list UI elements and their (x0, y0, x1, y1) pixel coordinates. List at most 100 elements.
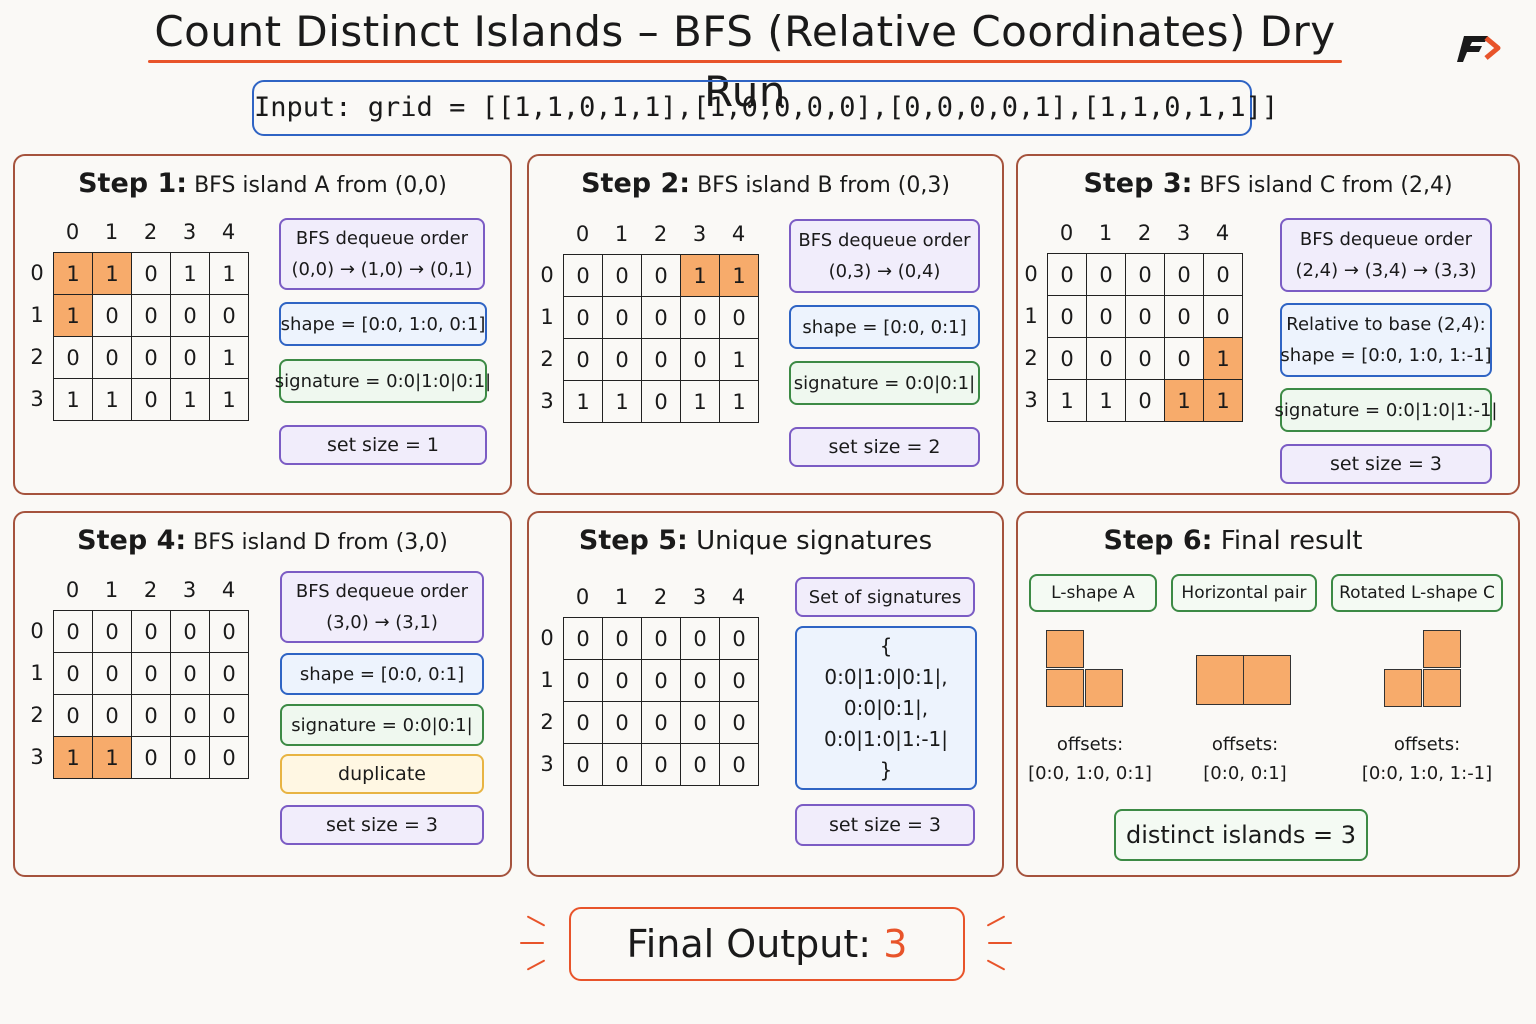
grid-cell: 0 (1165, 338, 1204, 380)
step-6-title: Step 6: Final result (948, 521, 1518, 561)
grid-cell: 0 (54, 337, 93, 379)
grid-cell: 1 (54, 295, 93, 337)
final-output-label: Final Output: (626, 922, 872, 966)
step-3-label: Step 3: (1083, 168, 1193, 199)
page-title: Count Distinct Islands – BFS (Relative C… (154, 7, 1336, 116)
row-header: 3 (540, 752, 554, 776)
grid-cell: 0 (171, 653, 210, 695)
shape-a-cell (1085, 669, 1123, 707)
burst-ray (526, 959, 546, 971)
input-grid-box: Input: grid = [[1,1,0,1,1],[1,0,0,0,0],[… (252, 80, 1278, 136)
grid-cell: 0 (132, 653, 171, 695)
column-header: 0 (575, 585, 590, 609)
shape-a-cell (1046, 630, 1084, 668)
grid-cell: 1 (681, 255, 720, 297)
grid-cell: 0 (54, 611, 93, 653)
shape-label-a: L-shape A (1029, 574, 1157, 612)
column-header: 0 (1059, 221, 1074, 245)
offsets-a: offsets: [0:0, 1:0, 0:1] (1022, 730, 1158, 788)
step-4-set-size-box: set size = 3 (280, 805, 484, 845)
grid-cell: 0 (93, 611, 132, 653)
column-header: 3 (182, 220, 197, 244)
dequeue-title: BFS dequeue order (1299, 229, 1473, 250)
grid-cell: 0 (171, 611, 210, 653)
row-header: 2 (30, 703, 44, 727)
grid-cell: 0 (1087, 296, 1126, 338)
grid-cell: 1 (210, 337, 249, 379)
grid-cell: 0 (564, 255, 603, 297)
grid-cell: 0 (603, 255, 642, 297)
grid-cell: 0 (210, 295, 249, 337)
grid-cell: 1 (171, 379, 210, 421)
grid-cell: 1 (1165, 380, 1204, 422)
grid-cell: 0 (93, 695, 132, 737)
column-header: 2 (653, 585, 668, 609)
grid-cell: 0 (603, 297, 642, 339)
burst-ray (526, 915, 546, 927)
burst-ray (986, 959, 1006, 971)
dequeue-title: BFS dequeue order (798, 230, 971, 251)
grid-cell: 0 (93, 337, 132, 379)
offsets-label: offsets: (1393, 734, 1461, 755)
grid-cell: 1 (54, 379, 93, 421)
grid-cell: 0 (210, 737, 249, 779)
relative-base-label: Relative to base (2,4): (1286, 314, 1486, 335)
shape-a-cell (1046, 669, 1084, 707)
grid-cell: 0 (54, 653, 93, 695)
grid-cell: 0 (1087, 254, 1126, 296)
grid-cell: 0 (132, 611, 171, 653)
burst-ray (520, 942, 544, 944)
grid-cell: 1 (720, 381, 759, 423)
column-header: 1 (614, 222, 629, 246)
shape-label-c: Rotated L-shape C (1331, 574, 1503, 612)
row-header: 1 (540, 305, 554, 329)
row-header: 2 (540, 710, 554, 734)
column-header: 3 (182, 578, 197, 602)
shape-c-cell (1423, 630, 1461, 668)
step-2-dequeue-box: BFS dequeue order (0,3) → (0,4) (789, 219, 980, 293)
dequeue-title: BFS dequeue order (295, 581, 469, 602)
offsets-label: offsets: (1211, 734, 1279, 755)
step-6-panel: Step 6: Final result L-shape A Horizonta… (1016, 511, 1520, 877)
row-header: 0 (1024, 262, 1038, 286)
grid-cell: 0 (642, 255, 681, 297)
step-1-signature-box: signature = 0:0|1:0|0:1| (275, 359, 491, 403)
shape-c-cell (1423, 669, 1461, 707)
grid-cell: 0 (603, 618, 642, 660)
offsets-c: offsets: [0:0, 1:0, 1:-1] (1348, 730, 1506, 788)
grid-cell: 0 (1204, 296, 1243, 338)
step-3-signature-box: signature = 0:0|1:0|1:-1| (1275, 388, 1497, 432)
grid-cell: 0 (603, 744, 642, 786)
offsets-value: [0:0, 0:1] (1203, 763, 1287, 784)
grid-cell: 0 (681, 618, 720, 660)
grid-cell: 1 (720, 339, 759, 381)
row-header: 1 (540, 668, 554, 692)
grid-cell: 0 (1204, 254, 1243, 296)
grid-cell: 1 (1204, 380, 1243, 422)
grid-cell: 1 (1087, 380, 1126, 422)
row-header: 0 (540, 626, 554, 650)
grid-cell: 0 (681, 339, 720, 381)
grid-cell: 1 (54, 737, 93, 779)
grid-cell: 0 (1126, 338, 1165, 380)
step-5-set-title-box: Set of signatures (795, 577, 975, 617)
grid-cell: 0 (132, 253, 171, 295)
grid-cell: 0 (681, 297, 720, 339)
grid-cell: 0 (132, 737, 171, 779)
grid-cell: 1 (93, 379, 132, 421)
grid-cell: 0 (1048, 296, 1087, 338)
grid-cell: 0 (1126, 296, 1165, 338)
grid-cell: 1 (93, 253, 132, 295)
grid-cell: 0 (1126, 254, 1165, 296)
step-1-title: Step 1: BFS island A from (0,0) (15, 164, 510, 206)
grid-cell: 1 (603, 381, 642, 423)
grid-cell: 0 (210, 695, 249, 737)
grid-cell: 0 (564, 702, 603, 744)
title-underline (148, 60, 1342, 63)
grid-cell: 0 (720, 702, 759, 744)
distinct-islands-result: distinct islands = 3 (1114, 809, 1368, 861)
grid-cell: 0 (54, 695, 93, 737)
shape-b-cell (1196, 655, 1244, 705)
step-3-relative-shape-box: Relative to base (2,4): shape = [0:0, 1:… (1280, 303, 1492, 377)
step-2-title: Step 2: BFS island B from (0,3) (529, 164, 1002, 206)
